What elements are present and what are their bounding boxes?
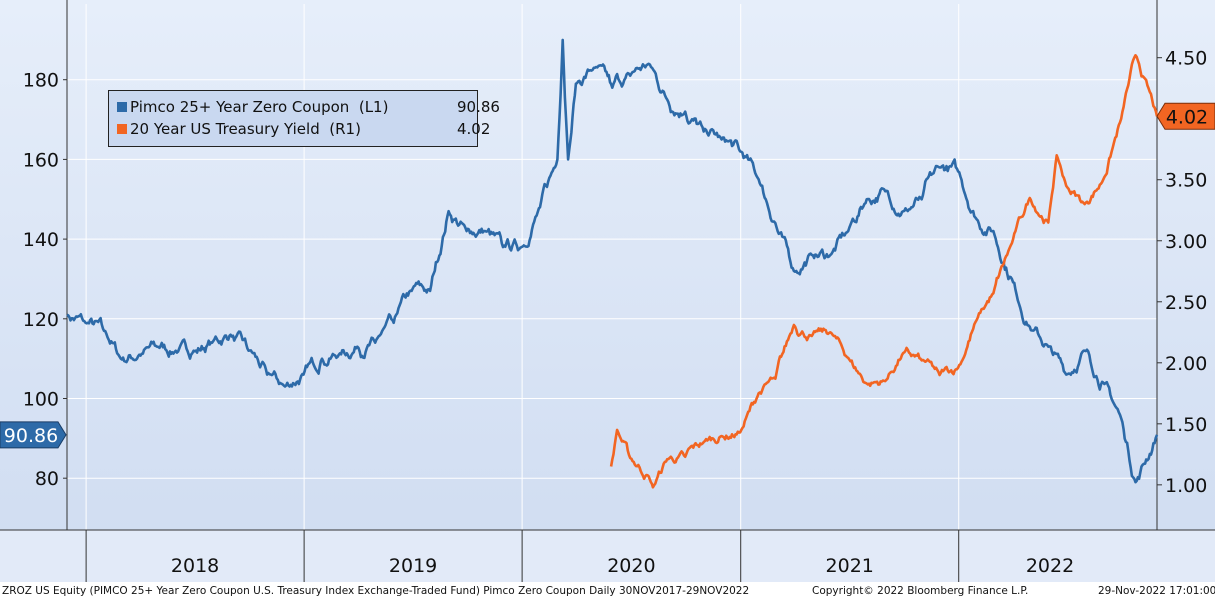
x-tick-label: 2021 (826, 555, 874, 577)
footer-timestamp: 29-Nov-2022 17:01:00 (1098, 585, 1215, 597)
legend-axis-tag-pimco: (L1) (358, 98, 389, 116)
left-tick-label: 80 (35, 468, 59, 490)
right-last-value-label: 4.02 (1166, 106, 1208, 128)
legend-axis-tag-treasury: (R1) (329, 120, 361, 138)
right-tick-label: 3.50 (1165, 170, 1207, 192)
footer-copyright: Copyright© 2022 Bloomberg Finance L.P. (812, 585, 1029, 597)
left-last-value-label: 90.86 (4, 425, 58, 447)
grid (67, 4, 1157, 530)
series-lines (66, 38, 1159, 489)
left-last-value-tag (0, 421, 67, 449)
legend-entry-treasury: 20 Year US Treasury Yield (R1) 4.02 (117, 119, 490, 139)
right-tick-label: 1.50 (1165, 414, 1207, 436)
footer-security-info: ZROZ US Equity (PIMCO 25+ Year Zero Coup… (2, 585, 750, 597)
legend-swatch-orange (117, 124, 127, 134)
legend-label-pimco: Pimco 25+ Year Zero Coupon (130, 98, 350, 116)
legend: Pimco 25+ Year Zero Coupon (L1) 90.86 20… (108, 90, 500, 147)
left-tick-label: 140 (23, 229, 59, 251)
x-tick-label: 2019 (389, 555, 437, 577)
legend-value-pimco: 90.86 (457, 98, 500, 116)
right-tick-label: 4.50 (1165, 48, 1207, 70)
axes (0, 0, 1215, 582)
left-tick-label: 160 (23, 149, 59, 171)
left-tick-label: 120 (23, 309, 59, 331)
left-tick-label: 100 (23, 389, 59, 411)
series-line (66, 38, 1159, 484)
legend-value-treasury: 4.02 (457, 120, 491, 138)
legend-swatch-blue (117, 102, 127, 112)
series-line (609, 54, 1159, 489)
x-tick-label: 2020 (607, 555, 655, 577)
legend-entry-pimco: Pimco 25+ Year Zero Coupon (L1) 90.86 (117, 97, 500, 117)
plot-background (0, 0, 1215, 582)
right-tick-label: 1.00 (1165, 475, 1207, 497)
last-value-tags: 90.86 4.02 (0, 102, 1215, 449)
line-chart: 80 100 120 140 160 180 1.00 1.50 2.00 2.50 3.00 3.5… (0, 0, 1215, 582)
left-tick-label: 180 (23, 70, 59, 92)
x-tick-label: 2022 (1026, 555, 1074, 577)
right-tick-label: 2.50 (1165, 292, 1207, 314)
footer: ZROZ US Equity (PIMCO 25+ Year Zero Coup… (0, 582, 1215, 600)
right-tick-label: 2.00 (1165, 353, 1207, 375)
x-axis-band (0, 530, 1215, 582)
right-tick-label: 3.00 (1165, 231, 1207, 253)
tick-labels: 80 100 120 140 160 180 1.00 1.50 2.00 2.50 3.00 3.5… (23, 48, 1208, 577)
legend-label-treasury: 20 Year US Treasury Yield (130, 120, 320, 138)
x-tick-label: 2018 (171, 555, 219, 577)
right-last-value-tag (1156, 102, 1215, 130)
